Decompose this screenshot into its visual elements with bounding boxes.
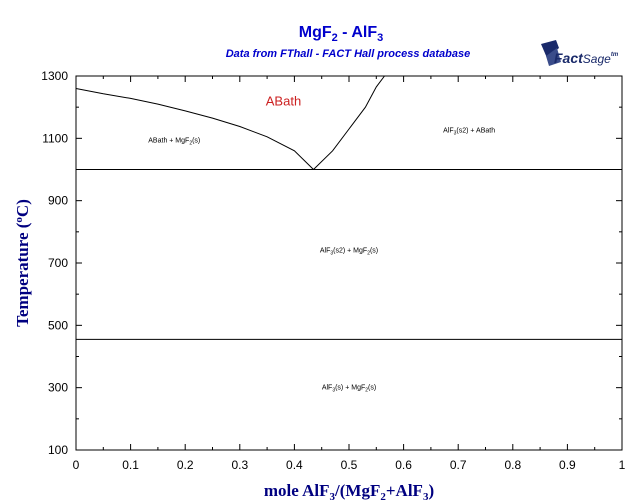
title-sub1: 2 — [332, 32, 338, 44]
xlabel-s3: 3 — [423, 491, 429, 503]
x-axis-label: mole AlF3/(MgF2+AlF3) — [264, 481, 434, 503]
phase-label-text: AlF — [322, 385, 333, 392]
phase-label-text: AlF — [443, 128, 454, 135]
x-tick-label: 0.1 — [122, 458, 139, 472]
y-axis-label: Temperature (oC) — [13, 199, 32, 327]
y-tick-label: 500 — [48, 318, 68, 332]
axis-ticks — [75, 75, 623, 451]
y-tick-label: 300 — [48, 381, 68, 395]
x-tick-label: 0.8 — [504, 458, 521, 472]
xlabel-s2: 2 — [380, 491, 386, 503]
ylabel-unit: C) — [13, 199, 32, 217]
ylabel-sup: o — [13, 217, 25, 223]
series-layer — [75, 75, 622, 340]
phase-label-tail2: (s) — [370, 247, 378, 254]
phase-label: AlF3(s) + MgF2(s) — [322, 385, 376, 394]
y-tick-label: 100 — [48, 443, 68, 457]
factsage-logo: FactSagetm — [541, 40, 619, 66]
logo-part2: Sage — [583, 52, 611, 66]
xlabel-s1: 3 — [330, 491, 336, 503]
phase-label: ABath — [266, 94, 301, 109]
x-tick-label: 0.4 — [286, 458, 303, 472]
phase-label: AlF3(s2) + ABath — [443, 128, 495, 137]
series-liquidus-mgf2 — [75, 88, 314, 170]
logo-text: FactSagetm — [554, 50, 619, 66]
phase-label: AlF3(s2) + MgF2(s) — [320, 247, 378, 256]
phase-label-tail: (s) + MgF — [335, 385, 365, 392]
phase-label-sub: 3 — [330, 250, 333, 256]
x-tick-label: 0.5 — [341, 458, 358, 472]
logo-mark-icon — [541, 40, 561, 66]
x-tick-label: 0.3 — [231, 458, 248, 472]
series-liquidus-alf3 — [313, 75, 385, 170]
x-tick-label: 0.6 — [395, 458, 412, 472]
phase-label-tail2: (s) — [368, 385, 376, 392]
chart-subtitle: Data from FThall - FACT Hall process dat… — [226, 48, 471, 60]
x-tick-label: 0.9 — [559, 458, 576, 472]
phase-label-text: ABath + MgF — [148, 137, 189, 144]
logo-part1: Fact — [554, 50, 584, 66]
title-sub2: 3 — [377, 32, 383, 44]
x-tick-label: 0 — [73, 458, 80, 472]
phase-label-text: AlF — [320, 247, 331, 254]
xlabel-p3: +AlF — [386, 481, 423, 500]
xlabel-p1: mole AlF — [264, 481, 330, 500]
x-tick-label: 0.7 — [450, 458, 467, 472]
phase-label-tail: (s2) + ABath — [456, 128, 495, 135]
phase-label-tail: (s) — [192, 137, 200, 144]
chart-title: MgF2 - AlF3 — [299, 24, 384, 44]
phase-label: ABath + MgF2(s) — [148, 137, 200, 146]
phase-label-sub: 3 — [454, 131, 457, 137]
axis-tick-labels: 0 0.1 0.2 0.3 0.4 0.5 0.6 0.7 0.8 0.9 110030050070… — [41, 69, 625, 472]
xlabel-p2: /(MgF — [334, 481, 380, 500]
x-tick-label: 1 — [619, 458, 626, 472]
y-tick-label: 1100 — [42, 131, 68, 145]
xlabel-p4: ) — [428, 481, 434, 500]
phase-label-sub2: 2 — [367, 250, 370, 256]
phase-label-text: ABath — [266, 94, 301, 109]
title-main: MgF — [299, 24, 332, 41]
ylabel-text: Temperature ( — [13, 222, 32, 327]
y-tick-label: 700 — [48, 256, 68, 270]
y-tick-label: 1300 — [41, 69, 68, 83]
plot-frame — [75, 75, 623, 451]
phase-label-sub2: 2 — [365, 388, 368, 394]
title-sep: - AlF — [338, 24, 378, 41]
phase-label-tail: (s2) + MgF — [333, 247, 367, 254]
logo-tm: tm — [611, 52, 619, 58]
phase-label-sub: 2 — [189, 140, 192, 146]
phase-label-sub: 3 — [332, 388, 335, 394]
x-tick-label: 0.2 — [177, 458, 194, 472]
y-tick-label: 900 — [48, 194, 68, 208]
